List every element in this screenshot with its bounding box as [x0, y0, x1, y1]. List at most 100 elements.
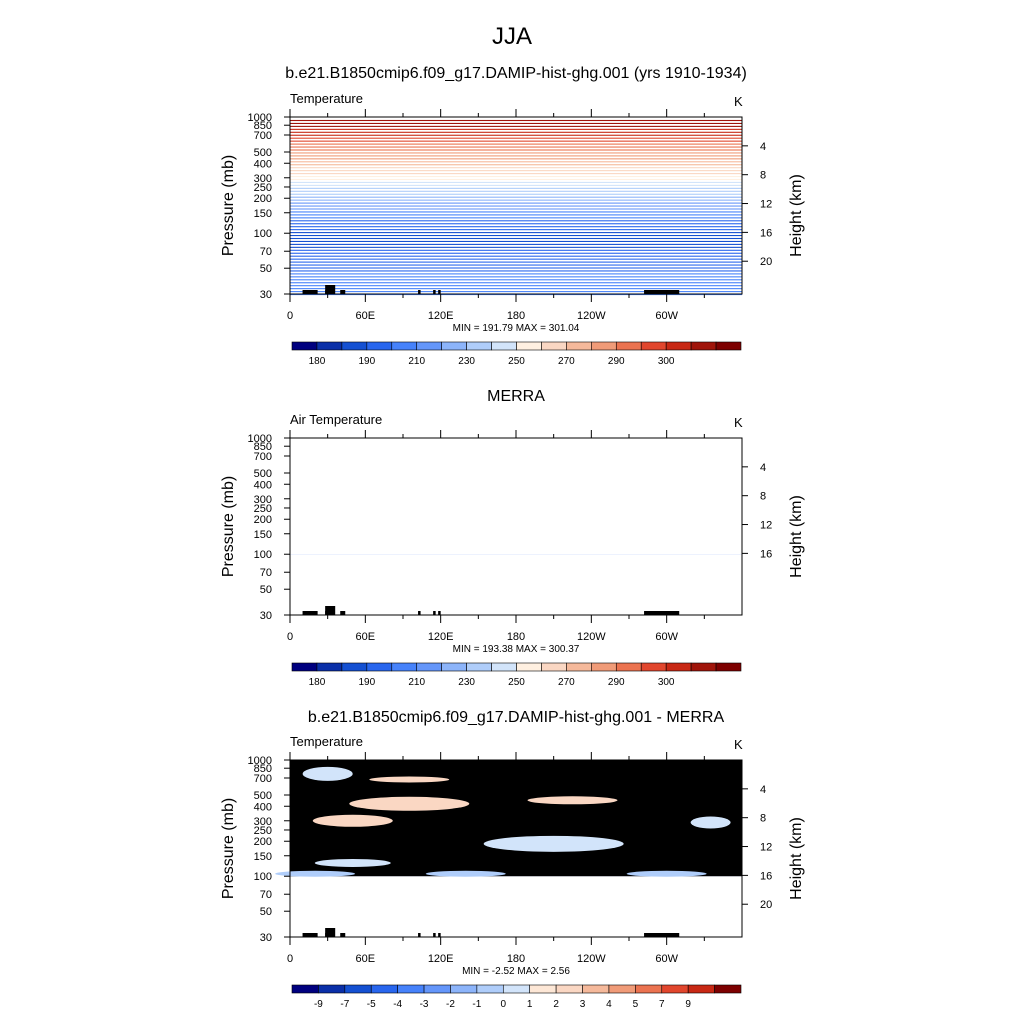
contour-band [290, 229, 742, 231]
panel-title: b.e21.B1850cmip6.f09_g17.DAMIP-hist-ghg.… [308, 709, 725, 726]
contour-band [290, 220, 742, 222]
y-tick-label: 400 [254, 158, 272, 170]
contour-band [290, 205, 742, 207]
contour-band [290, 173, 742, 175]
colorbar-label: -7 [340, 999, 349, 1010]
contour-band [290, 161, 742, 163]
y-tick-label: 150 [254, 851, 272, 863]
contour-band [290, 128, 742, 130]
anomaly-contour [527, 796, 618, 805]
contour-field [290, 119, 742, 296]
colorbar-swatch [341, 341, 368, 351]
x-tick-label: 60W [655, 310, 678, 322]
colorbar-swatch [291, 341, 318, 351]
panel-3: b.e21.B1850cmip6.f09_g17.DAMIP-hist-ghg.… [220, 709, 805, 1010]
contour-band [290, 199, 742, 201]
colorbar: 180 190 210 230 250 270 290 300 [291, 662, 742, 688]
x-tick-label: 180 [507, 953, 525, 965]
colorbar: 180 190 210 230 250 270 290 300 [291, 341, 742, 367]
contour-band [290, 137, 742, 139]
x-tick-label: 180 [507, 310, 525, 322]
colorbar-swatch [318, 984, 346, 994]
colorbar-swatch [608, 984, 636, 994]
colorbar-label: 270 [558, 677, 575, 688]
height-tick-label: 20 [760, 899, 772, 911]
anomaly-contour [314, 858, 391, 867]
height-tick-label: 20 [760, 256, 772, 268]
colorbar-swatch [591, 662, 617, 672]
colorbar-label: 270 [558, 356, 575, 367]
topography-mask [644, 933, 680, 937]
colorbar-swatch [370, 984, 398, 994]
contour-band [290, 226, 742, 228]
contour-band [290, 208, 742, 210]
topography-mask [644, 290, 680, 294]
y-tick-label: 400 [254, 479, 272, 491]
y-tick-label: 400 [254, 801, 272, 813]
colorbar-swatch [416, 662, 442, 672]
contour-band [290, 235, 742, 237]
colorbar-swatch [491, 662, 517, 672]
y-tick-label: 70 [260, 246, 272, 258]
colorbar-swatch [291, 984, 319, 994]
topography-mask [302, 933, 318, 937]
height-tick-label: 4 [760, 784, 766, 796]
y-tick-label: 700 [254, 130, 272, 142]
contour-band [290, 152, 742, 154]
topography-mask [302, 290, 318, 294]
contour-band [290, 176, 742, 178]
colorbar-swatch [366, 662, 393, 672]
colorbar-swatch [441, 341, 467, 351]
x-tick-label: 0 [287, 953, 293, 965]
height-axis-label: Height (km) [788, 174, 805, 257]
x-tick-label: 120W [577, 631, 606, 643]
y-tick-label: 1000 [248, 433, 272, 445]
contour-band [290, 217, 742, 219]
colorbar-swatch [665, 341, 692, 351]
topography-mask [644, 611, 680, 615]
y-axis-label: Pressure (mb) [220, 476, 237, 577]
contour-band [290, 258, 742, 260]
colorbar-label: 7 [659, 999, 665, 1010]
contour-band [290, 232, 742, 234]
colorbar-swatch [555, 984, 583, 994]
x-tick-label: 180 [507, 631, 525, 643]
colorbar-label: 290 [608, 356, 625, 367]
contour-band [290, 146, 742, 148]
colorbar-label: 230 [458, 677, 475, 688]
anomaly-contour [425, 870, 506, 877]
missing-data-region [290, 438, 742, 555]
contour-band [290, 196, 742, 198]
colorbar-swatch [635, 984, 663, 994]
contour-band [290, 261, 742, 263]
contour-band [290, 279, 742, 281]
topography-mask [325, 928, 336, 937]
colorbar-label: -2 [446, 999, 455, 1010]
colorbar-swatch [640, 662, 667, 672]
topography-mask [325, 606, 336, 615]
colorbar-swatch [566, 662, 592, 672]
colorbar-swatch [516, 341, 542, 351]
anomaly-contour [626, 870, 707, 877]
anomaly-contour [349, 796, 470, 811]
x-tick-label: 60E [356, 310, 376, 322]
y-tick-label: 70 [260, 889, 272, 901]
colorbar-swatch [665, 662, 692, 672]
height-tick-label: 8 [760, 813, 766, 825]
contour-band [290, 181, 742, 183]
colorbar-label: 290 [608, 677, 625, 688]
colorbar-swatch [397, 984, 425, 994]
anomaly-contour [690, 816, 731, 829]
contour-band [290, 164, 742, 166]
height-tick-label: 16 [760, 548, 772, 560]
height-tick-label: 8 [760, 170, 766, 182]
contour-band [290, 125, 742, 127]
colorbar-label: 2 [553, 999, 559, 1010]
variable-label: Temperature [290, 91, 363, 106]
height-axis-label: Height (km) [788, 817, 805, 900]
topography-mask [433, 290, 436, 294]
height-tick-label: 16 [760, 227, 772, 239]
contour-band [290, 291, 742, 293]
height-tick-label: 12 [760, 199, 772, 211]
y-tick-label: 300 [254, 816, 272, 828]
